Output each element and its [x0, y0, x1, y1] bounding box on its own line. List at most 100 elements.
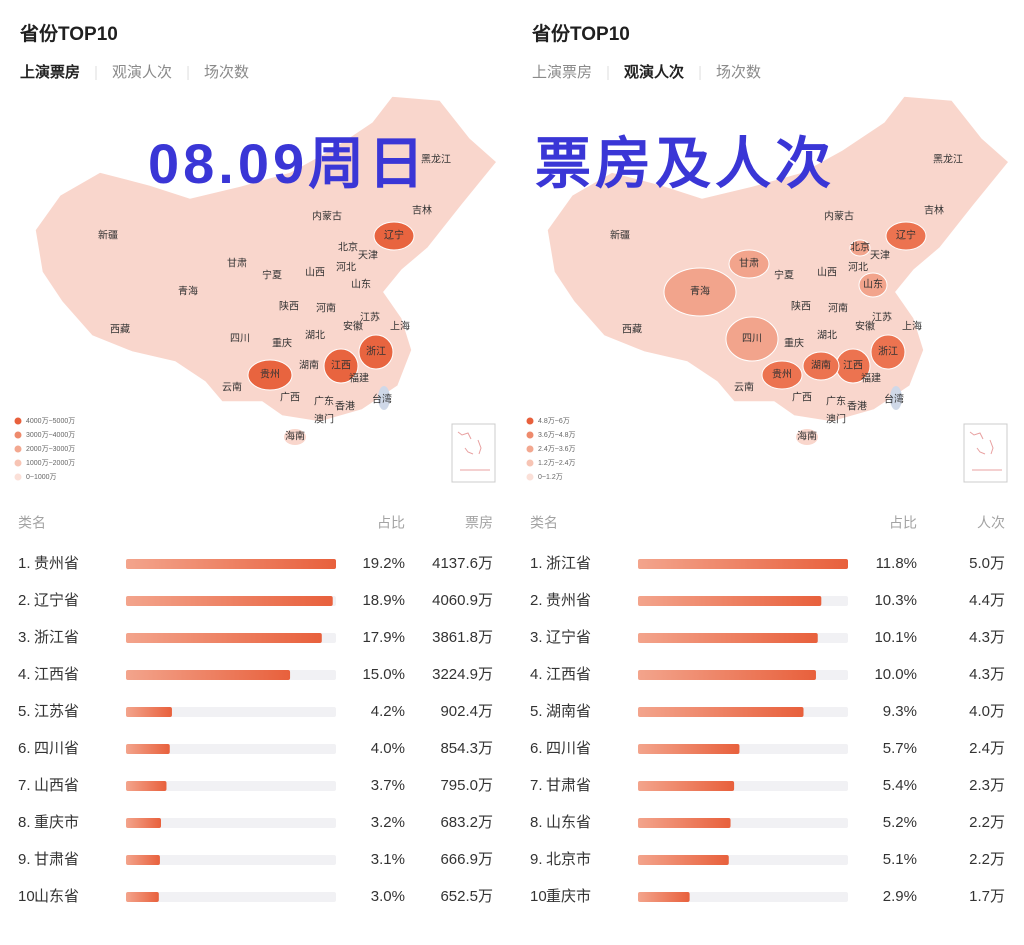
column-header: 占比 — [889, 515, 917, 531]
map-label: 河南 — [828, 302, 848, 315]
value-label: 902.4万 — [440, 703, 493, 720]
taiwan — [378, 386, 390, 410]
map-label: 安徽 — [343, 320, 363, 333]
share-label: 5.1% — [883, 851, 917, 868]
province-name: 北京市 — [546, 851, 591, 868]
map-label: 天津 — [358, 250, 378, 262]
tab[interactable]: 观演人次 — [112, 64, 172, 81]
map-label: 甘肃 — [227, 257, 247, 270]
value-label: 795.0万 — [440, 777, 493, 794]
value-label: 683.2万 — [440, 814, 493, 831]
province-name: 重庆市 — [546, 888, 591, 905]
legend-swatch — [526, 459, 534, 467]
province-name: 浙江省 — [546, 555, 591, 572]
share-label: 9.3% — [883, 703, 917, 720]
share-bar — [126, 707, 172, 717]
map-label: 湖南 — [299, 359, 319, 372]
legend-swatch — [526, 473, 534, 481]
tab[interactable]: 场次数 — [716, 64, 761, 81]
share-label: 5.2% — [883, 814, 917, 831]
province-name: 四川省 — [546, 740, 591, 757]
share-label: 3.0% — [371, 888, 405, 905]
map-label: 辽宁 — [384, 229, 404, 242]
legend-swatch — [526, 431, 534, 439]
rank: 3. — [18, 629, 31, 646]
tab[interactable]: 场次数 — [204, 64, 249, 81]
share-label: 5.4% — [883, 777, 917, 794]
legend-label: 1000万~2000万 — [26, 459, 75, 467]
province-name: 贵州省 — [546, 592, 591, 609]
value-label: 2.2万 — [969, 851, 1005, 868]
map-label: 湖北 — [305, 330, 325, 342]
map-label: 新疆 — [610, 229, 630, 242]
legend-label: 3.6万~4.8万 — [538, 431, 576, 439]
value-label: 652.5万 — [440, 888, 493, 905]
tab[interactable]: 上演票房 — [20, 63, 80, 81]
share-label: 4.2% — [371, 703, 405, 720]
bar-track — [126, 855, 336, 865]
share-bar — [638, 744, 740, 754]
hainan — [796, 429, 818, 445]
map-label: 台湾 — [884, 393, 904, 406]
province-name: 湖南省 — [546, 703, 591, 720]
map-label: 山东 — [863, 278, 883, 291]
province-highlight — [663, 267, 737, 317]
bar-track — [126, 707, 336, 717]
map-label: 江西 — [843, 360, 863, 372]
rank: 8. — [18, 814, 31, 831]
value-label: 4060.9万 — [432, 592, 493, 609]
share-bar — [638, 707, 804, 717]
share-label: 5.7% — [883, 740, 917, 757]
share-label: 3.1% — [371, 851, 405, 868]
map-label: 海南 — [285, 430, 305, 443]
tab[interactable]: 观演人次 — [624, 63, 684, 81]
legend-swatch — [14, 445, 22, 453]
share-label: 10.1% — [874, 629, 917, 646]
taiwan — [890, 386, 902, 410]
map-label: 北京 — [338, 241, 358, 254]
value-label: 666.9万 — [440, 851, 493, 868]
value-label: 4.3万 — [969, 666, 1005, 683]
value-label: 4.4万 — [969, 592, 1005, 609]
share-bar — [638, 818, 731, 828]
map-label: 吉林 — [412, 204, 432, 217]
map-label: 河北 — [336, 262, 356, 274]
share-label: 17.9% — [362, 629, 405, 646]
bar-track — [126, 892, 336, 902]
value-label: 4.0万 — [969, 703, 1005, 720]
share-bar — [638, 670, 816, 680]
tab[interactable]: 上演票房 — [532, 64, 592, 81]
share-bar — [126, 670, 291, 680]
panel-title: 省份TOP10 — [531, 22, 630, 45]
province-name: 辽宁省 — [546, 629, 591, 646]
legend-swatch — [14, 417, 22, 425]
map-label: 山东 — [351, 278, 371, 291]
map-label: 内蒙古 — [312, 210, 342, 223]
overlay-text: 票房及人次 — [535, 132, 835, 195]
map-label: 海南 — [797, 430, 817, 443]
rank: 7. — [530, 777, 543, 794]
rank: 2. — [530, 592, 543, 609]
share-label: 10.3% — [874, 592, 917, 609]
province-highlight — [885, 221, 927, 251]
map-label: 陕西 — [791, 300, 811, 313]
share-bar — [638, 559, 848, 569]
map-label: 云南 — [222, 381, 242, 394]
map-label: 贵州 — [772, 368, 792, 381]
rank: 1. — [18, 555, 31, 572]
rank: 9. — [18, 851, 31, 868]
province-highlight — [725, 316, 779, 362]
map-label: 四川 — [230, 334, 250, 345]
map-label: 湖北 — [817, 330, 837, 342]
map-label: 浙江 — [366, 346, 386, 358]
province-name: 江西省 — [546, 666, 591, 683]
rank: 9. — [530, 851, 543, 868]
share-bar — [126, 892, 159, 902]
map-label: 浙江 — [878, 346, 898, 358]
rank: 1. — [530, 555, 543, 572]
province-name: 山西省 — [34, 777, 79, 794]
legend-label: 2.4万~3.6万 — [538, 445, 576, 453]
map-label: 香港 — [335, 401, 355, 413]
share-label: 4.0% — [371, 740, 405, 757]
